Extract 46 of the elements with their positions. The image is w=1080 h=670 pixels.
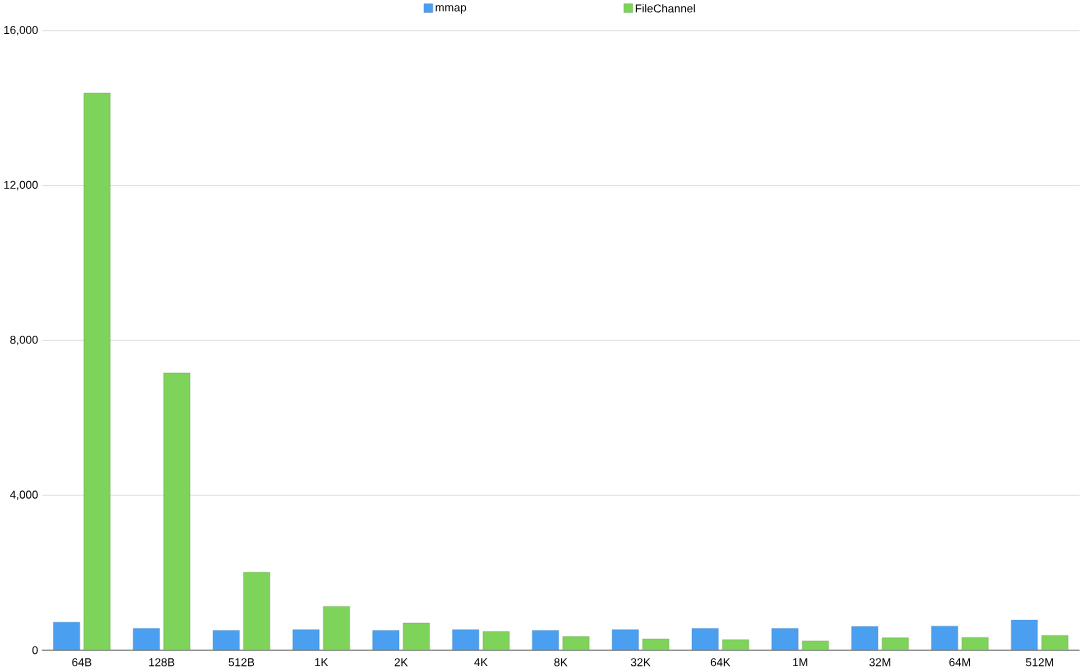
bar <box>83 92 111 651</box>
y-tick-label: 16,000 <box>4 26 38 36</box>
bar <box>452 629 480 651</box>
bar <box>691 628 719 651</box>
bar <box>562 636 590 651</box>
bar <box>771 628 799 651</box>
x-tick-label: 1K <box>315 658 329 667</box>
x-tick-label: 512M <box>1025 658 1053 667</box>
bar <box>532 630 559 651</box>
bar <box>243 572 271 651</box>
x-tick-label: 4K <box>474 658 488 667</box>
x-tick-label: 32K <box>630 658 651 667</box>
y-tick-label: 8,000 <box>10 335 38 346</box>
x-tick-label: 64B <box>72 658 92 667</box>
x-tick-label: 2K <box>394 658 408 667</box>
bar <box>802 640 829 651</box>
x-tick-label: 512B <box>228 658 255 667</box>
x-tick-label: 1M <box>793 658 808 667</box>
bar <box>611 629 639 651</box>
bar <box>133 628 160 651</box>
x-tick-label: 64K <box>710 658 731 667</box>
bar <box>482 631 510 651</box>
bar <box>212 630 240 651</box>
bar <box>403 623 430 651</box>
bar <box>722 639 749 651</box>
bar <box>961 637 989 651</box>
y-tick-label: 12,000 <box>4 180 38 191</box>
legend-label: FileChannel <box>635 4 695 13</box>
bar <box>323 606 350 651</box>
legend-label: mmap <box>435 5 467 14</box>
bar <box>372 630 400 651</box>
bar <box>292 629 320 651</box>
bar <box>1041 635 1069 651</box>
bar <box>931 626 958 651</box>
bar <box>163 372 191 651</box>
bar <box>642 638 670 651</box>
x-tick-label: 8K <box>554 658 568 667</box>
y-tick-label: 0 <box>32 646 38 655</box>
x-tick-label: 128B <box>149 658 175 667</box>
bar <box>1011 619 1038 651</box>
bar <box>851 626 879 651</box>
x-tick-label: 32M <box>869 658 891 667</box>
bar <box>881 637 909 651</box>
bar <box>53 622 80 651</box>
x-tick-label: 64M <box>949 658 970 667</box>
y-tick-label: 4,000 <box>10 490 38 501</box>
